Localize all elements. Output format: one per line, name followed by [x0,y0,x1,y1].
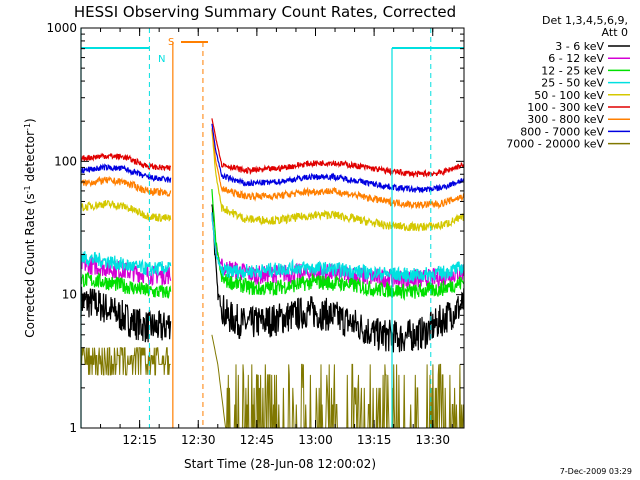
x-tick-label: 12:30 [181,433,216,447]
legend-header: Att 0 [602,26,628,39]
x-tick-label: 13:15 [357,433,392,447]
y-tick-label: 1000 [46,21,77,35]
plot-frame [80,27,465,429]
series-line [211,204,465,353]
y-tick-label: 1 [69,421,77,435]
series-25-50kev [80,212,465,284]
legend-item-label: 12 - 25 keV [541,64,604,77]
series-line [80,271,172,299]
legend-item-label: 50 - 100 keV [534,89,604,102]
x-tick-label: 12:45 [240,433,275,447]
x-axis-label: Start Time (28-Jun-08 12:00:02) [184,457,376,471]
series-layer [80,118,465,429]
night-annotation: N [158,54,165,65]
series-line [80,286,172,343]
series-300-800kev [80,128,465,210]
legend-item-label: 6 - 12 keV [548,52,604,65]
x-tick-label: 13:00 [298,433,333,447]
legend-item-label: 300 - 800 keV [527,113,604,126]
series-50-100kev [80,129,465,232]
axes-layer: 12:15 12:30 12:45 13:00 13:15 13:30 1 10 100 1000 [46,21,465,447]
series-line [211,118,465,179]
series-line [211,213,465,289]
series-800-7000kev [80,123,464,194]
series-line [80,175,172,197]
footer-date: 7-Dec-2009 03:29 [560,467,632,476]
series-12-25kev [80,189,465,302]
legend-item-label: 25 - 50 keV [541,77,604,90]
legend-item-label: 800 - 7000 keV [520,125,604,138]
legend-item-label: 100 - 300 keV [527,101,604,114]
legend-header: Det 1,3,4,5,6,9, [542,14,628,27]
legend-item-label: 7000 - 20000 keV [506,138,604,151]
series-line [80,251,172,276]
x-tick-label: 12:15 [122,433,157,447]
series-line [80,347,171,376]
series-line [211,189,465,302]
series-line [211,334,464,429]
x-tick-label: 13:30 [415,433,450,447]
series-line [80,163,172,183]
series-100-300kev [80,118,465,179]
series-line [211,212,465,284]
series-7000-20000kev [80,334,464,429]
legend-item-label: 3 - 6 keV [555,40,604,53]
series-line [80,152,172,172]
chart-title: HESSI Observing Summary Count Rates, Cor… [74,3,456,21]
saa-annotation: S [168,37,174,48]
series-3-6kev [80,204,465,353]
y-tick-label: 10 [62,288,77,302]
series-line [211,129,465,232]
y-axis-label: Corrected Count Rate (s-1 detector-1) [23,118,38,337]
series-line [80,200,172,223]
series-line [211,123,464,194]
series-line [211,128,465,210]
y-tick-label: 100 [54,154,77,168]
